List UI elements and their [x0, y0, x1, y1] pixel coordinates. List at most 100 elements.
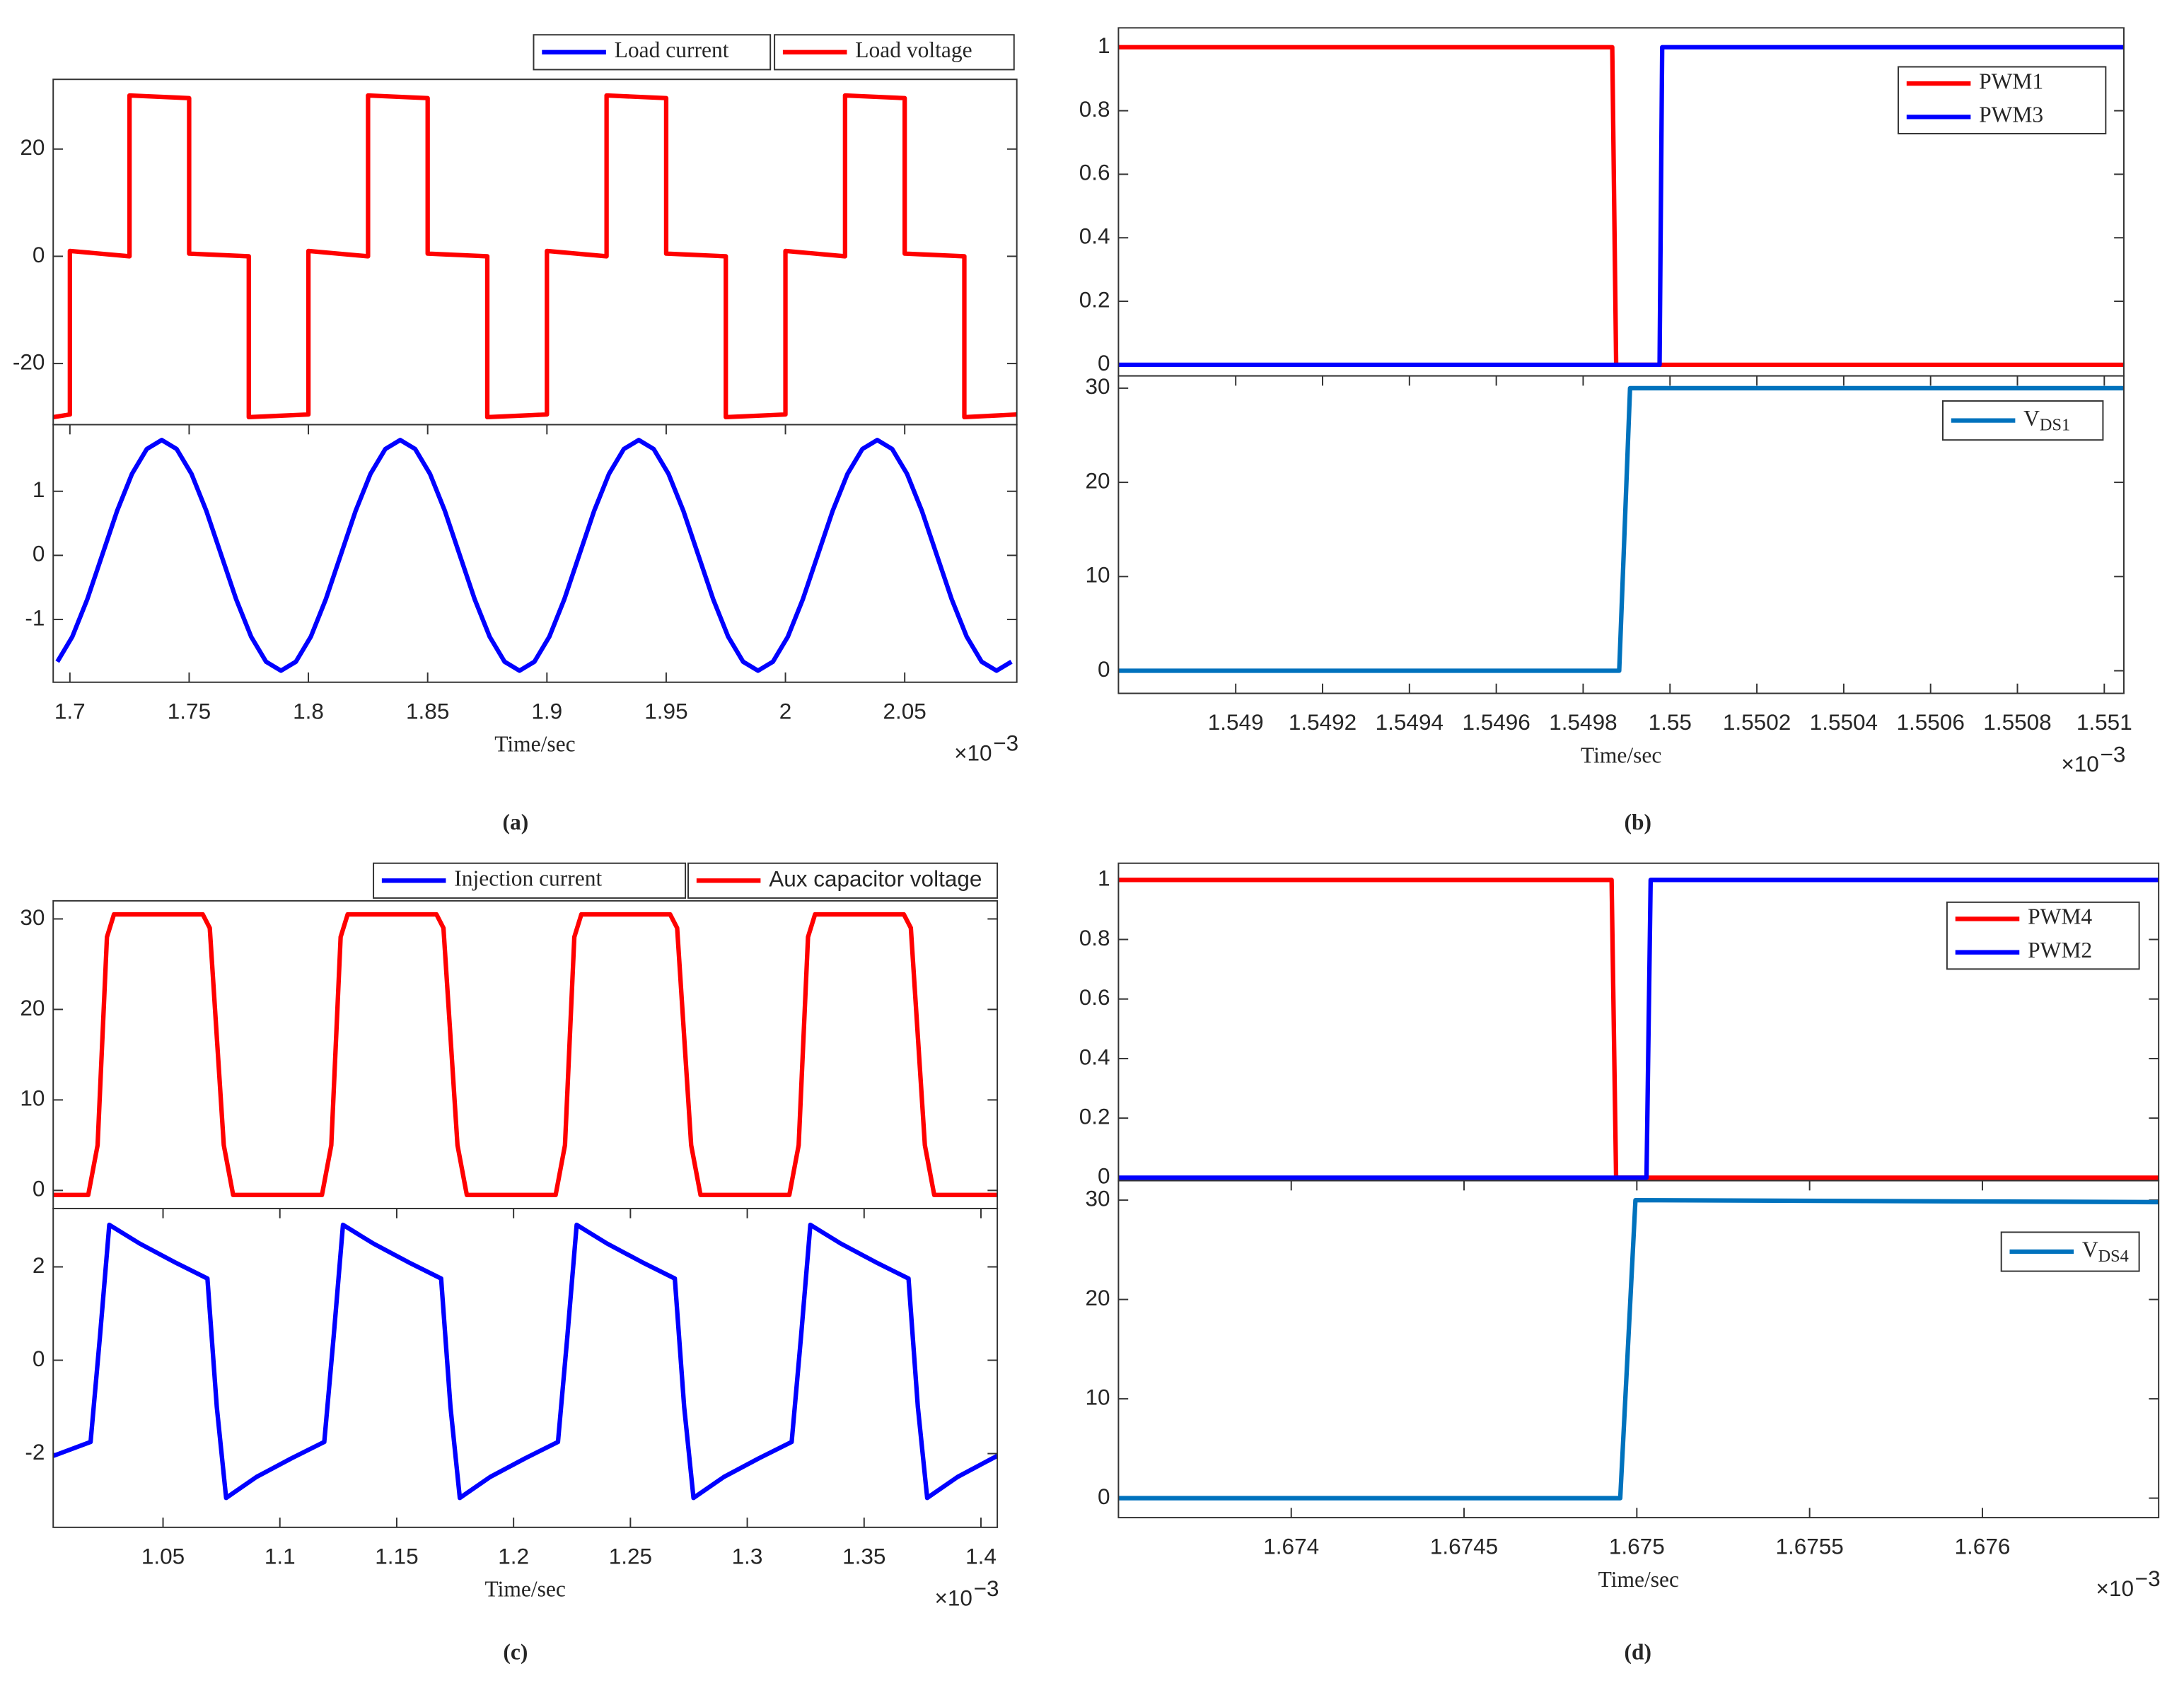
y-tick-label: 1	[1098, 866, 1110, 891]
y-tick-label: 1	[1098, 33, 1110, 58]
y-tick-label: -2	[25, 1439, 45, 1465]
x-axis-label: Time/sec	[494, 732, 575, 757]
y-tick-label: 1	[33, 477, 45, 502]
x-tick-label: 1.15	[375, 1544, 418, 1569]
data-line	[53, 93, 1017, 420]
x-tick-label: 1.5502	[1723, 709, 1791, 735]
x-tick-label: 1.25	[609, 1544, 652, 1569]
x-tick-label: 1.5498	[1549, 709, 1617, 735]
y-tick-label: -1	[25, 605, 45, 630]
x-tick-label: 1.5494	[1376, 709, 1444, 735]
x-multiplier-power: −3	[974, 1576, 999, 1601]
data-line	[1118, 1197, 2159, 1501]
y-tick-label: 0	[33, 1346, 45, 1371]
y-tick-label: 0.2	[1079, 286, 1110, 312]
x-tick-label: 1.5508	[1983, 709, 2051, 735]
y-tick-label: 0.6	[1079, 984, 1110, 1010]
y-tick-label: 0.8	[1079, 925, 1110, 950]
x-tick-label: 1.75	[168, 698, 211, 723]
x-tick-label: 1.5492	[1289, 709, 1357, 735]
x-tick-label: 1.5506	[1897, 709, 1965, 735]
x-tick-label: 2	[779, 698, 792, 723]
x-tick-label: 1.3	[732, 1544, 763, 1569]
y-tick-label: 30	[1086, 1185, 1110, 1211]
panel-label: (a)	[503, 810, 529, 834]
x-tick-label: 1.55	[1649, 709, 1692, 735]
x-tick-label: 1.1	[265, 1544, 296, 1569]
y-tick-label: 0	[1098, 656, 1110, 682]
y-tick-label: 2	[33, 1252, 45, 1278]
y-tick-label: 10	[20, 1085, 45, 1111]
y-tick-label: 0	[1098, 1163, 1110, 1189]
y-tick-label: 0.4	[1079, 223, 1110, 249]
y-tick-label: 20	[20, 134, 45, 160]
x-tick-label: 1.676	[1955, 1534, 2011, 1559]
x-axis-label: Time/sec	[1598, 1567, 1679, 1592]
x-tick-label: 1.551	[2076, 709, 2132, 735]
axes-background	[53, 900, 998, 1209]
x-multiplier: ×10	[954, 740, 992, 765]
legend-label: Aux capacitor voltage	[769, 866, 982, 892]
data-line	[53, 1222, 998, 1501]
x-multiplier-power: −3	[2100, 741, 2125, 767]
x-tick-label: 1.549	[1208, 709, 1264, 735]
legend-label: PWM2	[2028, 938, 2092, 962]
y-tick-label: 0.2	[1079, 1104, 1110, 1129]
y-tick-label: 0.6	[1079, 160, 1110, 185]
data-line	[1118, 45, 2124, 368]
x-tick-label: 1.8	[293, 698, 324, 723]
legend-label: PWM3	[1979, 103, 2043, 127]
x-multiplier: ×10	[2096, 1576, 2134, 1601]
y-tick-label: 0	[33, 1176, 45, 1201]
y-tick-label: 0	[33, 541, 45, 566]
x-tick-label: 1.95	[644, 698, 687, 723]
y-tick-label: 20	[1086, 467, 1110, 493]
x-tick-label: 1.2	[498, 1544, 529, 1569]
y-tick-label: 10	[1086, 562, 1110, 588]
x-multiplier-power: −3	[993, 730, 1018, 756]
x-tick-label: 1.6745	[1430, 1534, 1498, 1559]
data-line	[1118, 45, 2124, 368]
x-tick-label: 1.85	[406, 698, 449, 723]
x-axis-label: Time/sec	[1581, 743, 1661, 767]
panel-label: (d)	[1625, 1639, 1652, 1664]
panel-label: (b)	[1625, 810, 1652, 834]
axes-frame	[1117, 1180, 2160, 1519]
x-tick-label: 2.05	[883, 698, 927, 723]
x-tick-label: 1.35	[842, 1544, 885, 1569]
legend-label: PWM1	[1979, 69, 2043, 93]
panel-label: (c)	[503, 1639, 528, 1664]
legend-label: Load current	[615, 37, 729, 62]
x-tick-label: 1.4	[965, 1544, 997, 1569]
legend-box	[1946, 901, 2140, 970]
y-tick-label: 0	[1098, 1484, 1110, 1509]
axes-background	[53, 1208, 998, 1527]
y-tick-label: 20	[20, 995, 45, 1020]
data-line	[1118, 878, 2159, 1180]
x-multiplier: ×10	[935, 1585, 972, 1611]
y-tick-label: 30	[1086, 373, 1110, 399]
axes-background	[53, 424, 1017, 682]
x-tick-label: 1.05	[141, 1544, 185, 1569]
axes-background	[1118, 1180, 2159, 1518]
x-multiplier: ×10	[2061, 751, 2098, 776]
x-tick-label: 1.7	[54, 698, 86, 723]
axes-background	[53, 79, 1017, 425]
x-tick-label: 1.5496	[1462, 709, 1530, 735]
data-line	[53, 912, 998, 1197]
y-tick-label: -20	[13, 349, 45, 374]
legend-label: Load voltage	[855, 37, 972, 62]
x-tick-label: 1.674	[1263, 1534, 1319, 1559]
axes-frame	[52, 1208, 999, 1528]
axes-frame	[1117, 375, 2125, 694]
y-tick-label: 20	[1086, 1285, 1110, 1310]
axes-frame	[52, 424, 1018, 683]
x-tick-label: 1.6755	[1775, 1534, 1843, 1559]
x-tick-label: 1.9	[531, 698, 562, 723]
legend-box	[1897, 66, 2107, 134]
y-tick-label: 0	[1098, 350, 1110, 375]
data-line	[1118, 878, 2159, 1180]
data-line	[1118, 385, 2124, 673]
